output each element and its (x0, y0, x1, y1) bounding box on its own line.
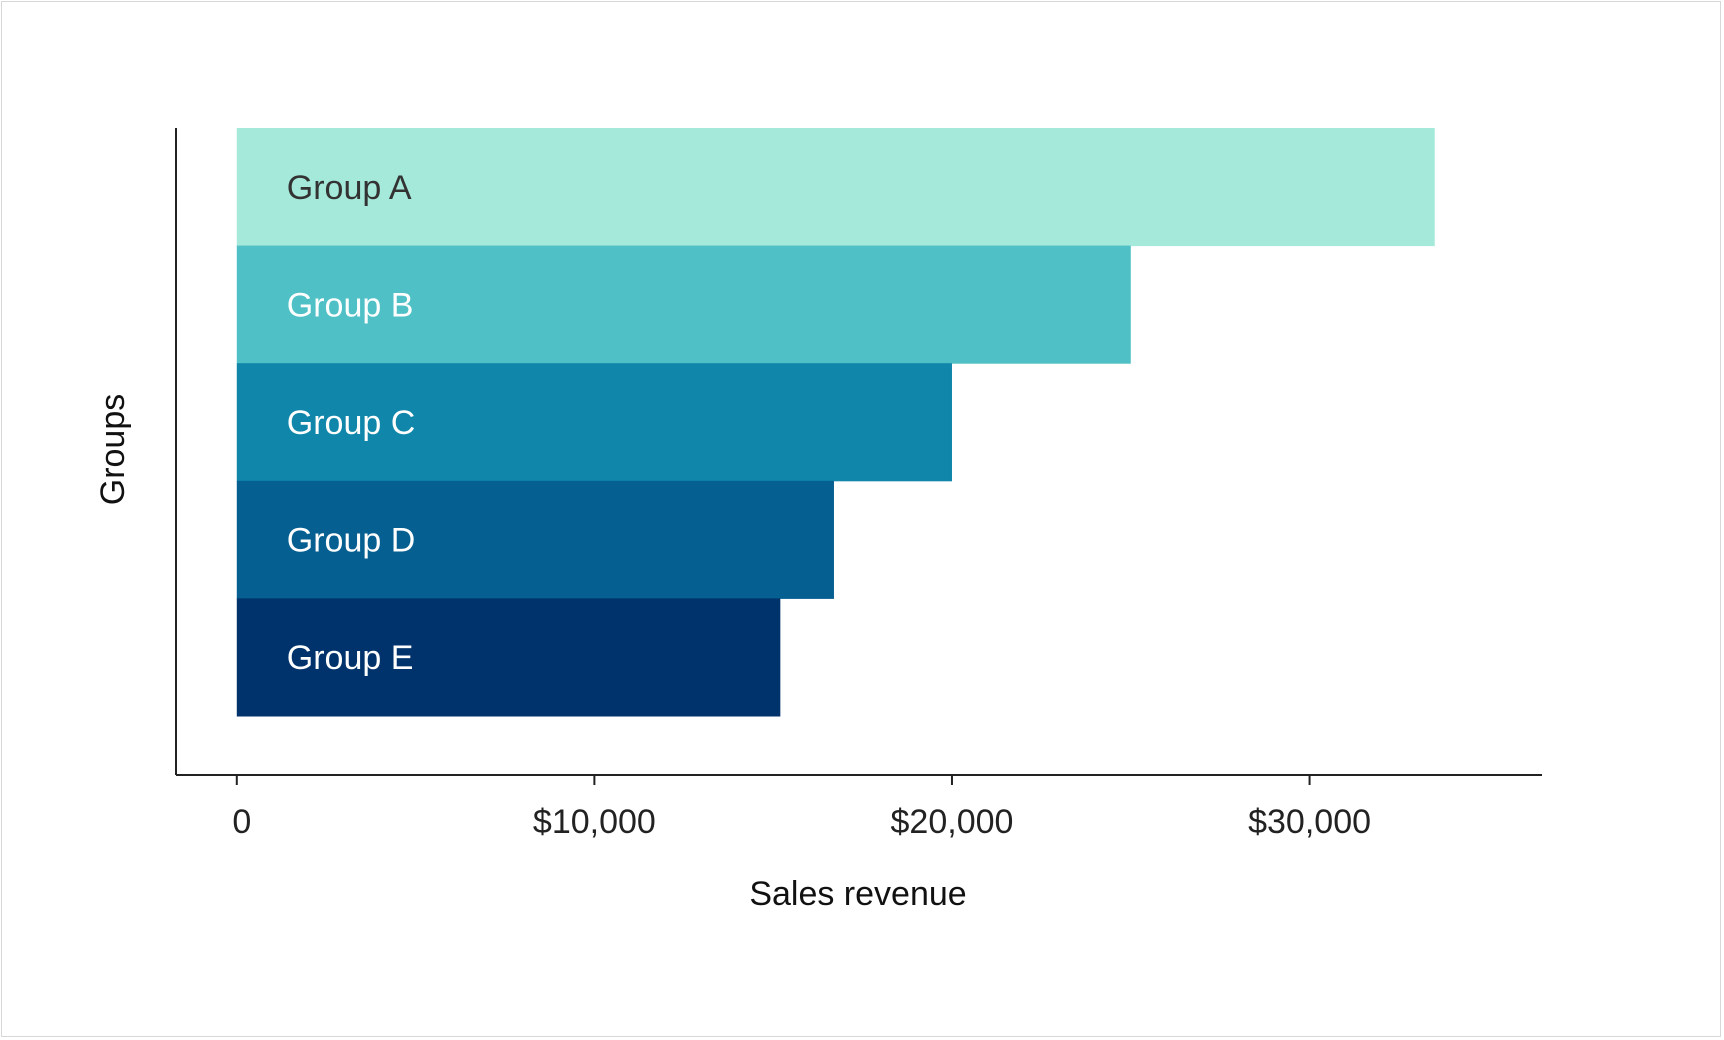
bar-group-c (236, 363, 952, 482)
bar-group-b (236, 245, 1131, 364)
x-ticks-group: 0 $10,000 $20,000 $30,000 (232, 775, 1371, 841)
bar-label-group-d: Group D (287, 522, 416, 560)
y-axis-title: Groups (94, 394, 132, 506)
x-tick-label: $20,000 (891, 803, 1014, 841)
bar-label-group-b: Group B (287, 286, 414, 324)
bar-labels-group: Group A Group B Group C Group D Group E (287, 169, 416, 677)
bar-label-group-a: Group A (287, 169, 412, 207)
x-tick-label: $10,000 (533, 803, 656, 841)
bar-group-e (236, 598, 781, 717)
bars-group (236, 128, 1435, 717)
x-tick-label: $30,000 (1248, 803, 1371, 841)
x-tick-label: 0 (232, 803, 251, 841)
bar-group-d (236, 480, 834, 599)
bar-label-group-c: Group C (287, 404, 416, 442)
bar-label-group-e: Group E (287, 639, 414, 677)
bar-group-a (236, 128, 1435, 247)
x-axis-title: Sales revenue (749, 875, 966, 913)
